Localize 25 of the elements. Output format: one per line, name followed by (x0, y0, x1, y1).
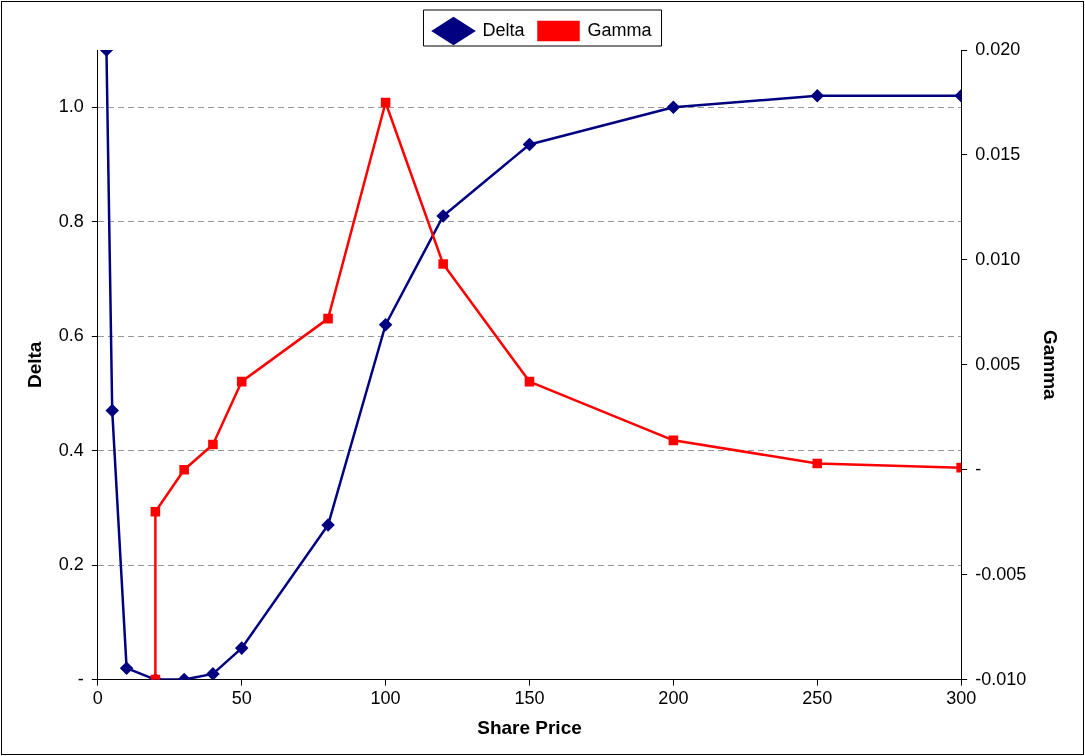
y-tick-label: 0.8 (58, 210, 84, 231)
x-tick-label: 150 (514, 688, 545, 709)
x-tick-label: 50 (231, 688, 252, 709)
y-tick-label: 0.2 (58, 554, 84, 575)
x-tick-label: 0 (92, 688, 103, 709)
y-tick-label: - (77, 668, 84, 689)
y2-tick-label: 0.005 (975, 353, 1021, 374)
y2-tick-label: -0.005 (975, 563, 1027, 584)
x-tick-label: 300 (946, 688, 977, 709)
legend-label: Delta (482, 19, 526, 40)
y-tick-label: 0.4 (58, 439, 84, 460)
y2-tick-label: 0.020 (975, 38, 1021, 59)
x-axis-title: Share Price (477, 716, 582, 738)
y-axis-title: Delta (23, 341, 45, 389)
y-tick-label: 1.0 (58, 96, 84, 117)
x-tick-label: 250 (802, 688, 833, 709)
y2-tick-label: - (975, 458, 982, 479)
y-tick-label: 0.6 (58, 325, 84, 346)
y2-tick-label: -0.010 (975, 668, 1027, 689)
y2-tick-label: 0.015 (975, 143, 1021, 164)
x-tick-label: 200 (658, 688, 689, 709)
x-tick-label: 100 (370, 688, 401, 709)
y2-tick-label: 0.010 (975, 248, 1021, 269)
legend-label: Gamma (587, 19, 653, 40)
y2-axis-title: Gamma (1040, 329, 1062, 401)
